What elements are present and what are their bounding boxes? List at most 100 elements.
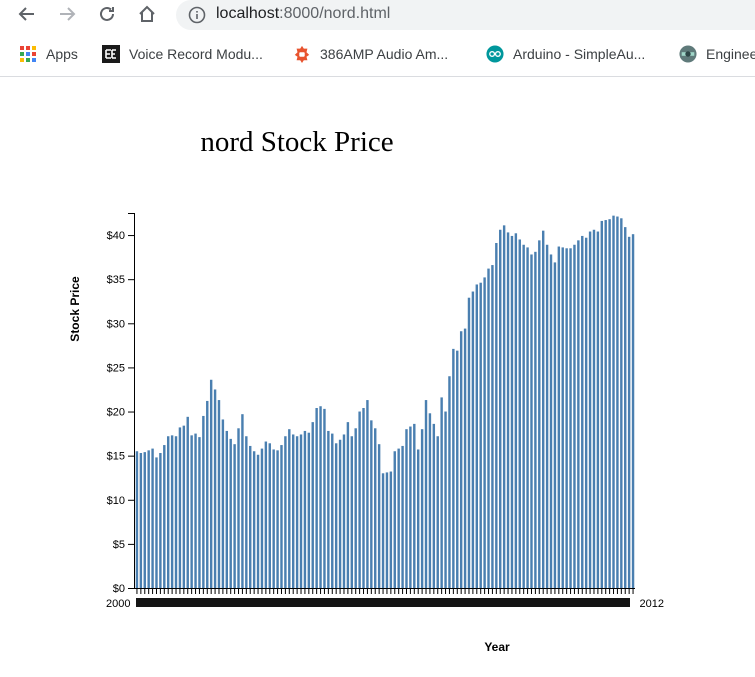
bar: [319, 406, 322, 588]
bar: [397, 448, 400, 588]
y-tick-label: $40: [107, 230, 125, 242]
url-text[interactable]: localhost:8000/nord.html: [216, 5, 390, 23]
arduino-icon: [486, 45, 504, 63]
bar: [385, 472, 389, 588]
bar: [346, 422, 350, 588]
y-tick-label: $25: [107, 362, 125, 374]
apps-grid-icon: [19, 45, 37, 63]
bar: [268, 443, 271, 588]
bar: [151, 448, 154, 588]
bar: [159, 453, 162, 588]
bar: [190, 435, 193, 588]
bookmark-voice-record[interactable]: Voice Record Modu...: [102, 42, 263, 66]
bar: [323, 408, 326, 588]
bookmark-arduino[interactable]: Arduino - SimpleAu...: [486, 42, 645, 66]
bar: [561, 247, 564, 588]
bar: [413, 423, 416, 588]
bar: [213, 389, 217, 588]
bar: [573, 244, 576, 588]
bar: [440, 397, 443, 588]
bar: [370, 420, 373, 588]
forward-button[interactable]: [53, 0, 81, 28]
bar: [596, 231, 600, 588]
bar: [366, 400, 369, 588]
bar: [354, 428, 357, 588]
bar: [538, 240, 541, 588]
bar: [518, 239, 521, 588]
bar: [612, 215, 615, 588]
bar: [487, 268, 490, 588]
bar: [479, 282, 482, 588]
bar: [307, 432, 311, 588]
bar: [377, 444, 381, 588]
bar: [584, 237, 588, 588]
y-tick-label: $10: [107, 495, 125, 507]
bar: [233, 444, 236, 588]
bar: [229, 438, 232, 588]
bar: [299, 434, 303, 588]
info-icon[interactable]: [188, 6, 206, 29]
bar: [502, 225, 506, 588]
toolbar-divider: [0, 76, 755, 77]
chart-title: nord Stock Price: [200, 126, 393, 158]
amp-icon: [293, 45, 311, 63]
voice-record-icon: [102, 45, 120, 63]
bar: [260, 448, 264, 588]
bar: [588, 231, 592, 588]
bar: [174, 436, 178, 588]
bar: [577, 240, 580, 588]
y-tick-label: $20: [107, 407, 125, 419]
y-tick-label: $0: [113, 583, 125, 595]
bar: [448, 376, 451, 588]
url-path: :8000/nord.html: [279, 5, 391, 22]
bar: [608, 219, 611, 588]
bar: [358, 411, 361, 588]
bar: [362, 408, 365, 588]
bar: [424, 400, 428, 588]
x-axis-title: Year: [484, 640, 510, 654]
bar: [581, 235, 584, 588]
bars: [135, 215, 635, 589]
bar: [170, 435, 174, 588]
y-tick-label: $15: [107, 451, 125, 463]
bar: [202, 415, 205, 588]
bar: [452, 348, 455, 588]
bar: [459, 331, 463, 588]
bar: [276, 450, 279, 588]
bar: [420, 429, 424, 588]
bookmark-386amp[interactable]: 386AMP Audio Am...: [293, 42, 448, 66]
reload-button[interactable]: [93, 0, 121, 28]
bar: [291, 434, 295, 588]
bar: [338, 439, 342, 588]
bar: [499, 229, 502, 588]
bar: [147, 450, 150, 588]
bar: [225, 430, 229, 588]
engineer-icon: [679, 45, 697, 63]
bar: [198, 437, 201, 588]
bar: [553, 262, 557, 588]
back-button[interactable]: [13, 0, 41, 28]
y-tick-label: $30: [107, 318, 125, 330]
address-bar[interactable]: localhost:8000/nord.html: [176, 0, 755, 30]
bar: [284, 436, 287, 588]
bar: [245, 436, 248, 588]
bar: [331, 433, 334, 588]
bookmark-engineer[interactable]: Engineer: [679, 42, 755, 66]
bar: [592, 229, 596, 588]
y-axis-title: Stock Price: [68, 276, 82, 342]
x-tick-label-end: 2012: [640, 598, 664, 610]
bar: [217, 400, 221, 588]
bar: [428, 413, 432, 588]
bar: [315, 408, 318, 588]
bar: [241, 414, 244, 588]
bookmark-label: Engineer: [706, 46, 755, 62]
bar: [139, 453, 143, 588]
bookmark-apps[interactable]: Apps: [19, 42, 78, 66]
bar: [264, 441, 268, 588]
bar: [565, 248, 568, 589]
bar: [409, 426, 412, 588]
bar: [569, 248, 572, 589]
bar: [327, 430, 330, 588]
home-button[interactable]: [133, 0, 161, 28]
bar: [256, 454, 260, 588]
